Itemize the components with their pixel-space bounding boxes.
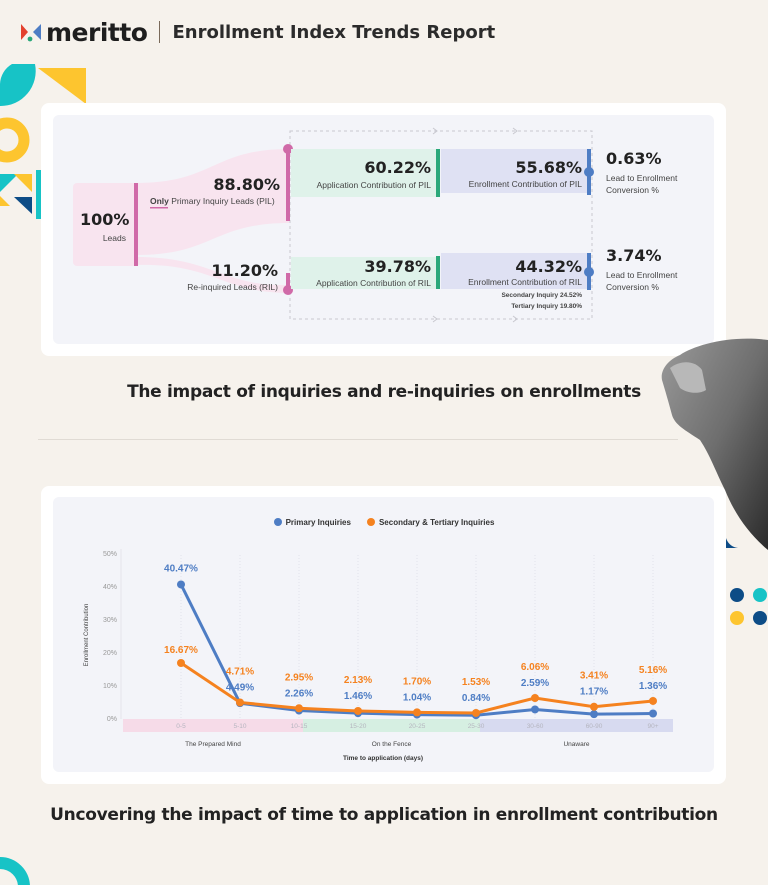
primary-value-label: 2.59%: [521, 678, 549, 689]
ril-label: Re-inquired Leads (RIL): [187, 282, 278, 292]
data-point[interactable]: [590, 710, 598, 719]
y-axis-label: Enrollment Contribution: [84, 604, 90, 667]
y-tick-label: 20%: [103, 650, 117, 657]
enr-pil-label: Enrollment Contribution of PIL: [468, 179, 582, 189]
section-divider: [38, 439, 678, 440]
y-tick-label: 40%: [103, 584, 117, 591]
blue-dot-icon: [273, 518, 282, 526]
caption-inquiries: The impact of inquiries and re-inquiries…: [127, 382, 641, 402]
x-tick-label: 25-30: [468, 723, 485, 730]
x-tick-label: 0-5: [176, 723, 186, 730]
data-point[interactable]: [649, 696, 657, 705]
conv-pil-label-2: Conversion %: [606, 185, 659, 195]
pil-label: Only Primary Inquiry Leads (PIL): [150, 196, 275, 206]
hand-illustration-icon: [661, 338, 768, 550]
conv-pil-value: 0.63%: [606, 149, 662, 168]
line-chart: 0% 10% 20% 30% 40% 50% Enrollment Contribution…: [84, 549, 673, 762]
secondary-value-label: 2.95%: [285, 672, 313, 683]
data-point[interactable]: [531, 694, 539, 703]
conv-pil-label-1: Lead to Enrollment: [606, 173, 678, 183]
enr-pil-value: 55.68%: [515, 158, 582, 177]
report-title: Enrollment Index Trends Report: [172, 21, 496, 43]
primary-value-label: 1.46%: [344, 691, 372, 702]
secondary-value-label: 16.67%: [164, 645, 198, 656]
primary-value-label: 1.04%: [403, 692, 431, 703]
primary-value-label: 4.49%: [226, 682, 254, 693]
secondary-value-label: 1.53%: [462, 677, 490, 688]
data-point[interactable]: [354, 706, 362, 715]
x-tick-label: 30-60: [527, 723, 544, 730]
app-ril-value: 39.78%: [364, 257, 431, 276]
legend-primary-label: Primary Inquiries: [285, 518, 351, 527]
data-point[interactable]: [649, 709, 657, 718]
pil-label-prefix: Only: [150, 196, 169, 206]
y-tick-label: 50%: [103, 551, 117, 558]
legend-secondary-label: Secondary & Tertiary Inquiries: [378, 518, 495, 527]
x-tick-label: 90+: [647, 723, 658, 730]
dots-decoration-icon: [726, 530, 767, 625]
category-band: [123, 719, 303, 732]
category-group-label: The Prepared Mind: [185, 741, 241, 748]
data-point[interactable]: [236, 698, 244, 707]
secondary-inquiry-stat: Secondary Inquiry 24.52%: [501, 292, 582, 299]
enr-ril-label: Enrollment Contribution of RIL: [468, 277, 582, 287]
data-point[interactable]: [472, 708, 480, 717]
y-tick-label: 30%: [103, 617, 117, 624]
data-point[interactable]: [177, 658, 185, 667]
app-ril-label: Application Contribution of RIL: [316, 278, 431, 288]
header-divider: [159, 21, 161, 43]
leads-value: 100%: [80, 210, 130, 229]
pil-value: 88.80%: [213, 175, 280, 194]
meritto-logo-icon: [20, 22, 42, 42]
x-tick-label: 20-25: [409, 723, 426, 730]
chart-legend: Primary Inquiries Secondary & Tertiary I…: [0, 518, 768, 527]
secondary-value-label: 4.71%: [226, 666, 254, 677]
legend-secondary: Secondary & Tertiary Inquiries: [366, 518, 495, 527]
data-point[interactable]: [590, 702, 598, 711]
ril-value: 11.20%: [211, 261, 278, 280]
category-group-label: On the Fence: [372, 741, 412, 748]
ring-decoration-icon: [0, 857, 30, 885]
secondary-value-label: 6.06%: [521, 662, 549, 673]
category-band: [480, 719, 673, 732]
data-point[interactable]: [177, 580, 185, 589]
geometric-decoration-icon: [0, 64, 86, 219]
category-group-label: Unaware: [563, 741, 589, 748]
app-pil-label: Application Contribution of PIL: [316, 180, 431, 190]
secondary-value-label: 1.70%: [403, 676, 431, 687]
primary-value-label: 2.26%: [285, 688, 313, 699]
y-tick-label: 10%: [103, 683, 117, 690]
flow-diagram: [73, 127, 594, 323]
category-band: [303, 719, 480, 732]
data-point[interactable]: [531, 705, 539, 714]
secondary-value-label: 2.13%: [344, 675, 372, 686]
conv-ril-value: 3.74%: [606, 246, 662, 265]
x-axis-label: Time to application (days): [343, 755, 423, 762]
data-point[interactable]: [413, 708, 421, 717]
primary-value-label: 40.47%: [164, 563, 198, 574]
tertiary-inquiry-stat: Tertiary Inquiry 19.80%: [511, 303, 582, 310]
primary-value-label: 1.36%: [639, 681, 667, 692]
leads-label: Leads: [102, 233, 126, 243]
orange-dot-icon: [366, 518, 375, 526]
x-tick-label: 60-90: [586, 723, 603, 730]
caption-time-to-application: Uncovering the impact of time to applica…: [50, 805, 718, 825]
legend-primary: Primary Inquiries: [273, 518, 351, 527]
primary-value-label: 0.84%: [462, 693, 490, 704]
x-tick-label: 5-10: [233, 723, 246, 730]
data-point[interactable]: [295, 704, 303, 713]
header: meritto Enrollment Index Trends Report: [20, 16, 495, 48]
secondary-value-label: 3.41%: [580, 671, 608, 682]
x-tick-label: 15-20: [350, 723, 367, 730]
primary-value-label: 1.17%: [580, 687, 608, 698]
conv-ril-label-2: Conversion %: [606, 282, 659, 292]
conv-ril-label-1: Lead to Enrollment: [606, 270, 678, 280]
app-pil-value: 60.22%: [364, 158, 431, 177]
y-tick-label: 0%: [107, 716, 117, 723]
enr-ril-value: 44.32%: [515, 257, 582, 276]
secondary-value-label: 5.16%: [639, 665, 667, 676]
x-tick-label: 10-15: [291, 723, 308, 730]
pil-label-text: Primary Inquiry Leads (PIL): [168, 196, 275, 206]
brand-name: meritto: [46, 17, 148, 47]
